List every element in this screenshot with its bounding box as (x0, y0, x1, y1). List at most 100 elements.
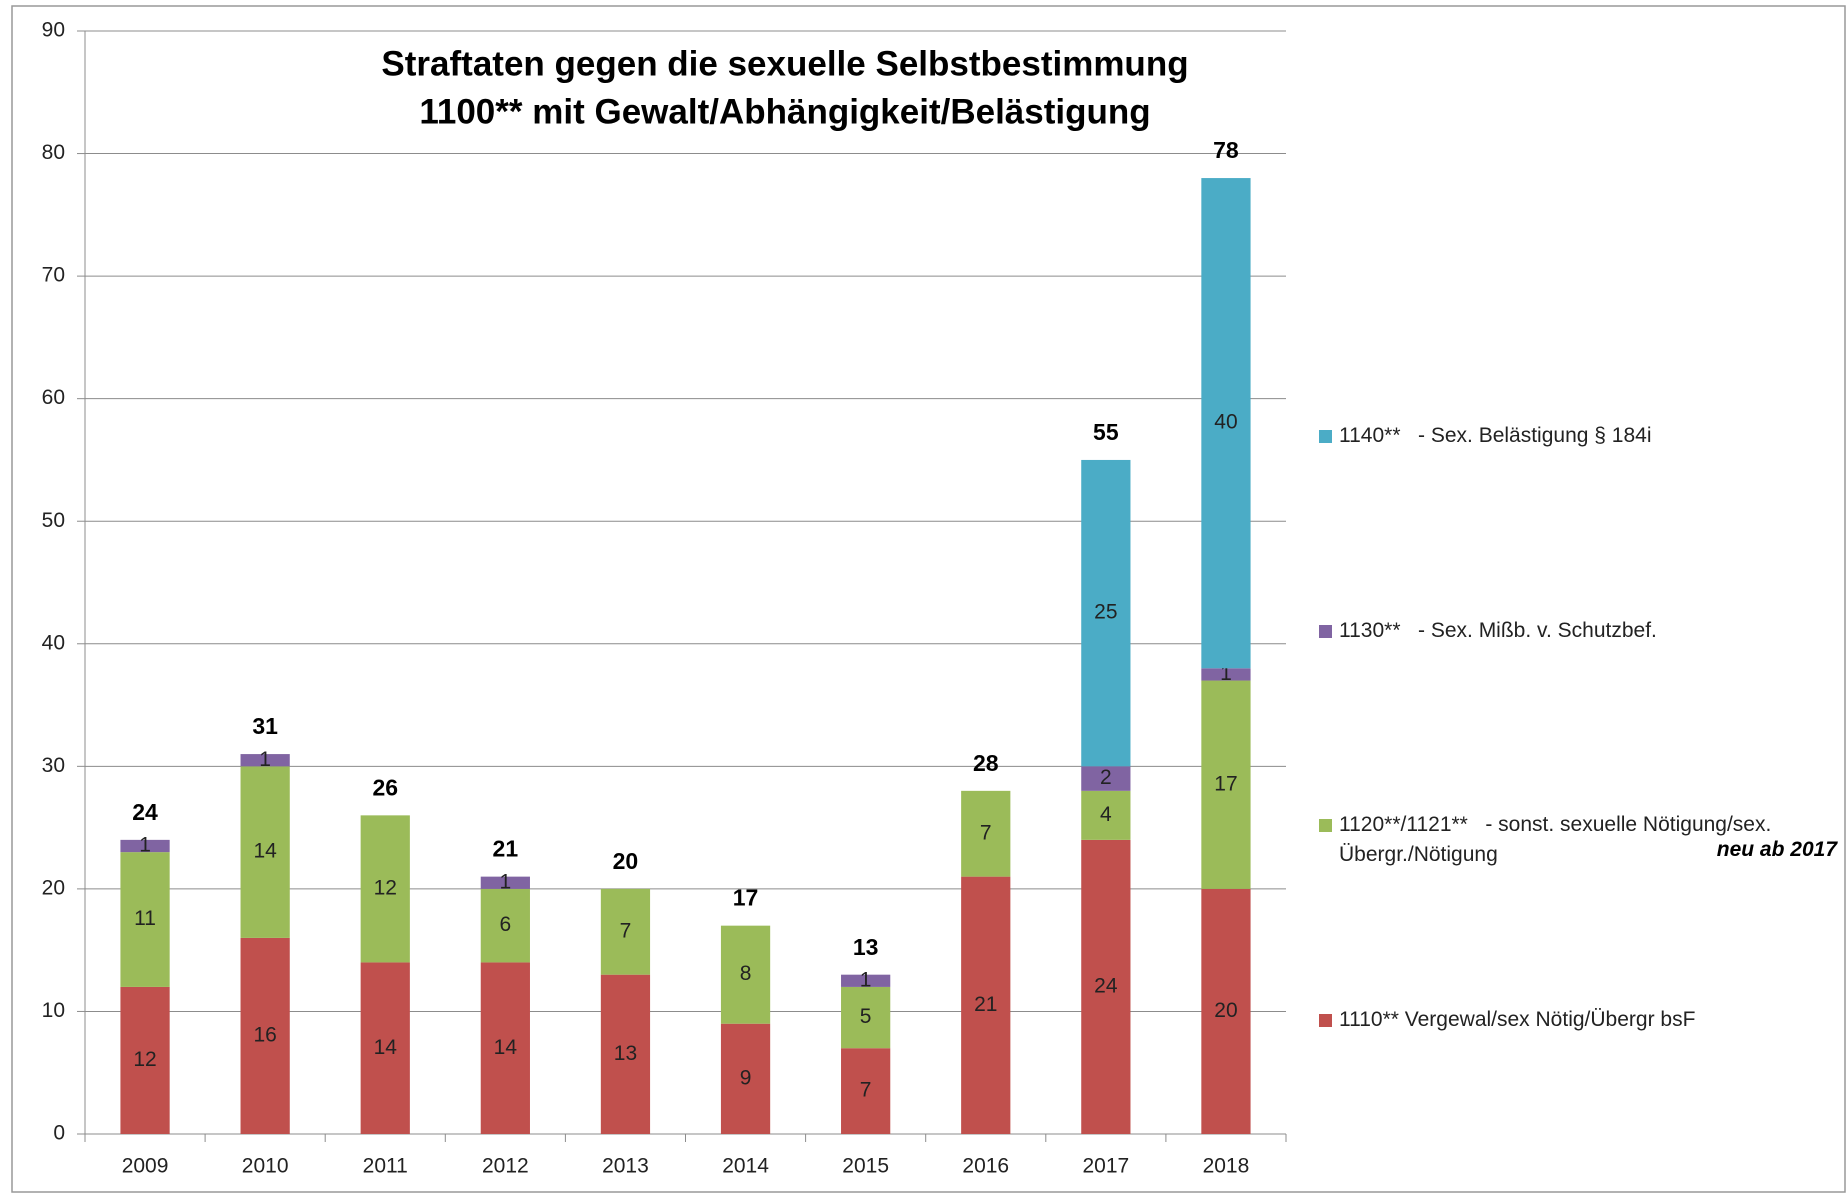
bar-segment (360, 815, 410, 963)
bar-segment (240, 754, 290, 767)
value-label: 24 (1094, 974, 1118, 997)
value-label: 5 (860, 1005, 872, 1028)
value-label: 1 (860, 968, 872, 991)
y-tick-label: 40 (42, 631, 65, 654)
value-label: 4 (1100, 803, 1112, 826)
total-label: 17 (733, 885, 759, 911)
y-tick-label: 10 (42, 999, 65, 1022)
chart-title: Straftaten gegen die sexuelle Selbstbest… (381, 44, 1188, 83)
x-tick-label: 2013 (602, 1155, 649, 1178)
x-tick-label: 2010 (242, 1155, 289, 1178)
legend-label: 1130** - Sex. Mißb. v. Schutzbef. (1339, 619, 1657, 642)
x-tick-label: 2018 (1203, 1155, 1250, 1178)
value-label: 7 (860, 1079, 872, 1102)
bar-segment (360, 962, 410, 1134)
total-label: 21 (493, 836, 519, 862)
bar-segment (120, 986, 170, 1134)
chart-subtitle: 1100** mit Gewalt/Abhängigkeit/Belästigu… (419, 92, 1150, 131)
bar-segment (1201, 680, 1251, 889)
bar-segment (1081, 459, 1131, 767)
y-tick-label: 80 (42, 141, 65, 164)
y-tick-label: 70 (42, 264, 65, 287)
bar-segment (240, 766, 290, 938)
y-tick-label: 20 (42, 876, 65, 899)
bar-segment (720, 1023, 771, 1134)
value-label: 2 (1100, 766, 1112, 789)
total-label: 26 (372, 774, 398, 800)
bar-segment (841, 986, 891, 1049)
bar-segment (1201, 888, 1251, 1134)
value-label: 13 (614, 1042, 637, 1065)
value-label: 7 (620, 919, 632, 942)
value-label: 1 (139, 834, 151, 857)
x-tick-label: 2011 (363, 1155, 408, 1178)
bar-segment (1081, 839, 1131, 1134)
x-tick-label: 2016 (962, 1155, 1009, 1178)
bar-segment (961, 876, 1011, 1134)
x-tick-label: 2017 (1082, 1155, 1129, 1178)
y-tick-label: 90 (42, 19, 65, 42)
value-label: 25 (1094, 601, 1117, 624)
legend-swatch (1319, 430, 1332, 443)
legend-label: 1140** - Sex. Belästigung § 184i (1339, 424, 1652, 447)
legend-swatch (1319, 819, 1332, 832)
bar-segment (120, 839, 170, 853)
bar-segment (480, 888, 530, 963)
value-label: 20 (1214, 999, 1237, 1022)
total-label: 55 (1093, 419, 1119, 445)
bar-segment (600, 888, 651, 975)
bar-segment (480, 876, 530, 889)
bar-segment (240, 937, 290, 1134)
chart-frame (11, 5, 1846, 1193)
annotation: neu ab 2017 (1716, 838, 1837, 861)
y-tick-label: 0 (53, 1122, 65, 1145)
bar-segment (1081, 766, 1131, 791)
bar-segment (961, 790, 1011, 877)
y-tick-label: 60 (42, 386, 65, 409)
value-label: 14 (374, 1036, 398, 1059)
total-label: 20 (613, 848, 639, 874)
x-tick-label: 2009 (122, 1155, 169, 1178)
value-label: 14 (253, 840, 277, 863)
x-tick-label: 2015 (842, 1155, 889, 1178)
bar-segment (1081, 790, 1131, 840)
x-tick-label: 2014 (722, 1155, 769, 1178)
value-label: 17 (1214, 772, 1237, 795)
value-label: 1 (259, 748, 271, 771)
total-label: 13 (853, 934, 879, 960)
value-label: 6 (500, 913, 512, 936)
total-label: 28 (973, 750, 999, 776)
y-tick-label: 30 (42, 754, 65, 777)
bar-segment (1201, 668, 1251, 681)
legend-swatch (1319, 1014, 1332, 1027)
total-label: 78 (1213, 137, 1239, 163)
legend-label: 1110** Vergewal/sex Nötig/Übergr bsF (1339, 1008, 1696, 1031)
y-tick-label: 50 (42, 509, 65, 532)
legend-swatch (1319, 625, 1332, 638)
value-label: 12 (133, 1048, 156, 1071)
value-label: 11 (134, 907, 156, 930)
value-label: 1 (1220, 662, 1232, 685)
value-label: 9 (740, 1066, 752, 1089)
value-label: 14 (494, 1036, 518, 1059)
value-label: 16 (253, 1024, 276, 1047)
legend-label: 1120**/1121** - sonst. sexuelle Nötigung… (1339, 813, 1778, 866)
value-label: 7 (980, 821, 992, 844)
bar-segment (120, 852, 170, 987)
value-label: 40 (1214, 411, 1237, 434)
total-label: 24 (132, 799, 158, 825)
value-label: 12 (374, 876, 397, 899)
bar-segment (600, 974, 651, 1134)
bar-segment (1201, 178, 1251, 669)
bar-segment (841, 1048, 891, 1134)
bar-segment (480, 962, 530, 1134)
value-label: 21 (974, 993, 997, 1016)
x-tick-label: 2012 (482, 1155, 529, 1178)
bar-segment (841, 974, 891, 987)
total-label: 31 (252, 713, 278, 739)
bar-segment (720, 925, 771, 1024)
value-label: 1 (500, 870, 512, 893)
value-label: 8 (740, 962, 752, 985)
